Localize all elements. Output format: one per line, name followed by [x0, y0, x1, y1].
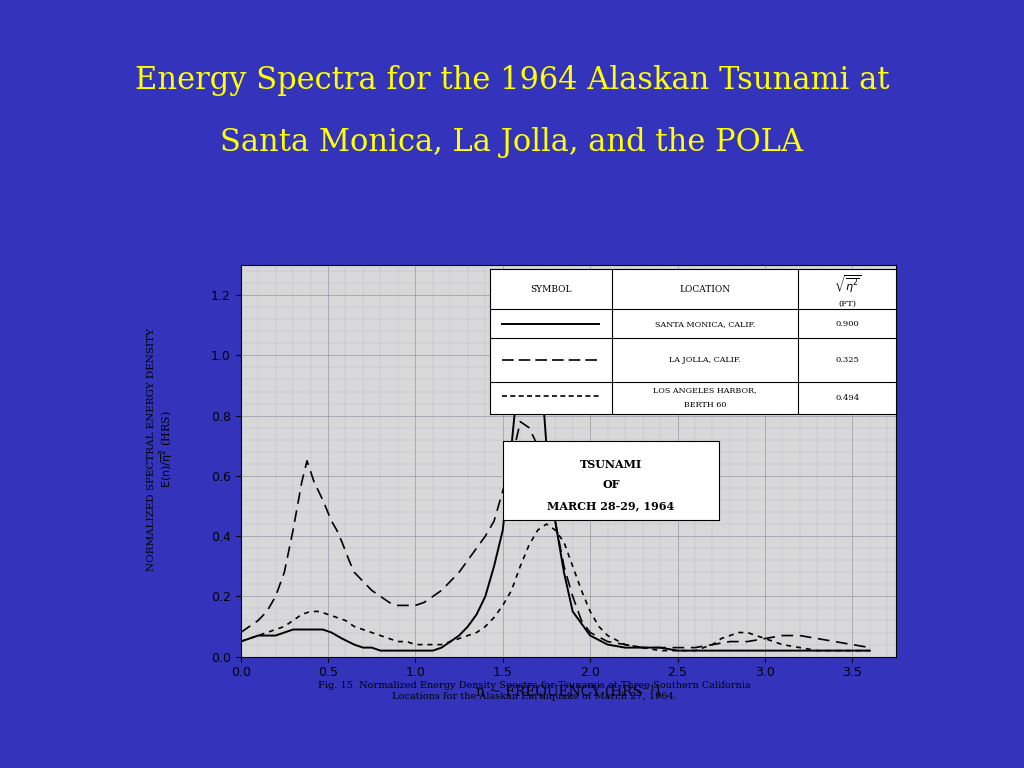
Text: SYMBOL: SYMBOL — [529, 285, 571, 293]
Text: BERTH 60: BERTH 60 — [684, 401, 726, 409]
Text: LA JOLLA, CALIF.: LA JOLLA, CALIF. — [670, 356, 740, 364]
Text: MARCH 28-29, 1964: MARCH 28-29, 1964 — [547, 500, 675, 511]
Text: (FT): (FT) — [839, 300, 856, 308]
X-axis label: n ~ FREQUENCY (HRS⁻¹): n ~ FREQUENCY (HRS⁻¹) — [476, 685, 660, 699]
Text: OF: OF — [602, 478, 620, 490]
Text: NORMALIZED SPECTRAL ENERGY DENSITY: NORMALIZED SPECTRAL ENERGY DENSITY — [147, 328, 156, 571]
Text: SANTA MONICA, CALIF.: SANTA MONICA, CALIF. — [655, 320, 755, 328]
Text: LOCATION: LOCATION — [680, 285, 730, 293]
Text: 0.494: 0.494 — [836, 394, 859, 402]
Text: TSUNAMI: TSUNAMI — [580, 459, 642, 470]
Text: Santa Monica, La Jolla, and the POLA: Santa Monica, La Jolla, and the POLA — [220, 127, 804, 157]
Text: 0.325: 0.325 — [836, 356, 859, 364]
Text: $\sqrt{\overline{\eta^2}}$: $\sqrt{\overline{\eta^2}}$ — [834, 273, 861, 294]
Text: $\mathrm{E(n)/\overline{\eta}^{2}}$ (HRS): $\mathrm{E(n)/\overline{\eta}^{2}}$ (HRS… — [158, 410, 176, 488]
Text: Fig. 15  Normalized Energy Density Spectra for Tsunamis at Three Southern Califo: Fig. 15 Normalized Energy Density Spectr… — [318, 681, 751, 701]
Text: 0.900: 0.900 — [836, 320, 859, 328]
Text: LOS ANGELES HARBOR,: LOS ANGELES HARBOR, — [653, 386, 757, 395]
Text: Energy Spectra for the 1964 Alaskan Tsunami at: Energy Spectra for the 1964 Alaskan Tsun… — [135, 65, 889, 96]
